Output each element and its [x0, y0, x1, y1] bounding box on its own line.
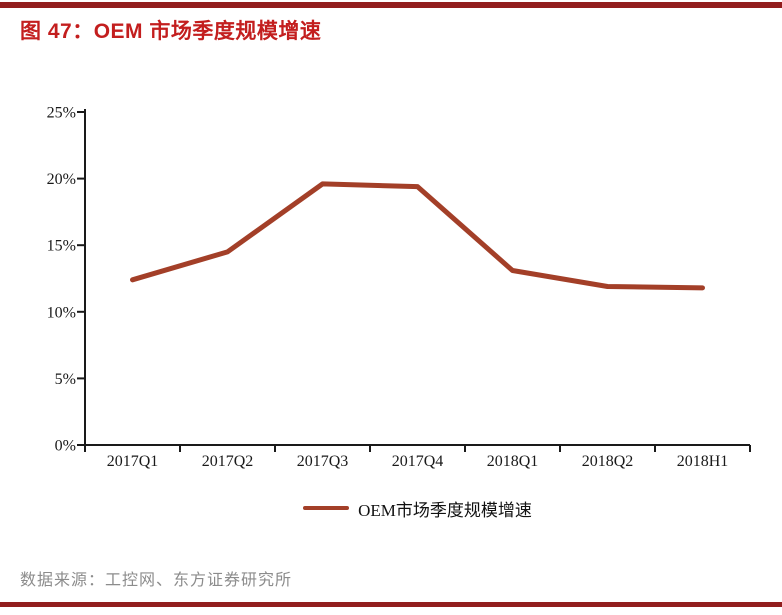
x-tick-label: 2017Q3: [297, 453, 349, 470]
line-chart: 0% 5% 10% 15% 20% 25% 2017Q1 2017Q2 2017Q3 2017Q4…: [0, 95, 782, 480]
figure-title: 图 47：OEM 市场季度规模增速: [20, 20, 322, 43]
data-line-series: [130, 181, 705, 291]
legend-line-swatch: [303, 506, 350, 510]
y-tick-label: 25%: [47, 105, 76, 122]
x-tick-label: 2017Q4: [392, 453, 444, 470]
chart-legend: OEM市场季度规模增速: [85, 496, 750, 520]
y-tick-label: 15%: [47, 238, 76, 255]
y-tick-label: 10%: [47, 304, 76, 321]
x-tick-label: 2018Q2: [582, 453, 634, 470]
legend-label: OEM市场季度规模增速: [358, 500, 532, 520]
bottom-divider-rule: [0, 602, 782, 607]
x-tick-label: 2017Q1: [107, 453, 159, 470]
source-note: 数据来源：工控网、东方证券研究所: [20, 572, 293, 589]
x-tick-label: 2018Q1: [487, 453, 539, 470]
y-tick-label: 20%: [47, 171, 76, 188]
x-tick-label: 2017Q2: [202, 453, 254, 470]
y-tick-label: 0%: [55, 438, 76, 455]
x-tick-label: 2018H1: [677, 453, 729, 470]
top-divider-rule: [0, 2, 782, 8]
line-chart-canvas: 0% 5% 10% 15% 20% 25% 2017Q1 2017Q2 2017Q3 2017Q4…: [47, 105, 751, 470]
y-tick-label: 5%: [55, 371, 76, 388]
